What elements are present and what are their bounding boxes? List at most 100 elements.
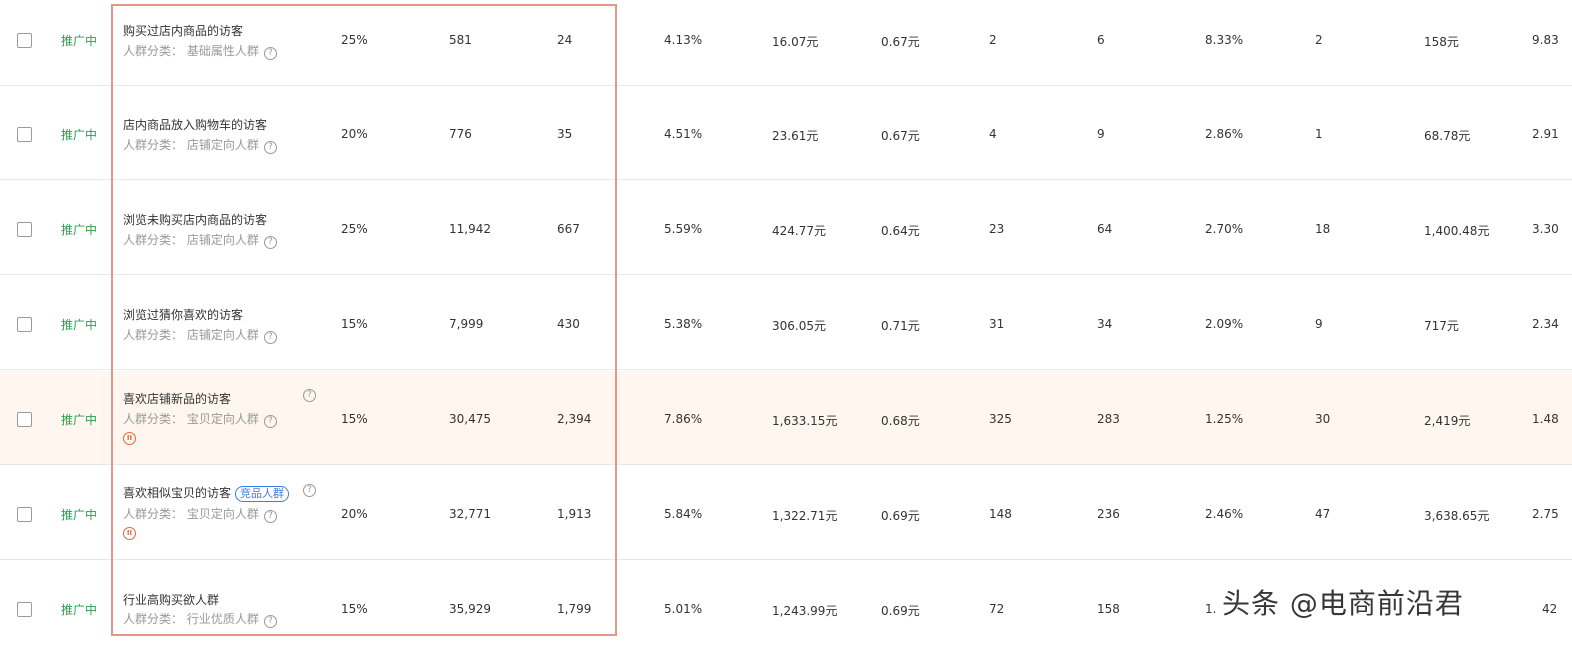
status-label: 推广中 bbox=[61, 128, 98, 142]
metric-cell: 7,999 bbox=[449, 317, 484, 331]
row-checkbox[interactable] bbox=[17, 33, 32, 48]
help-icon[interactable]: ? bbox=[263, 236, 277, 249]
audience-name: 浏览过猜你喜欢的访客 bbox=[123, 308, 244, 322]
competitor-audience-tag: 竞品人群 bbox=[235, 486, 290, 502]
metric-cell: 2 bbox=[989, 33, 997, 47]
premium-cell: 15% bbox=[341, 317, 368, 331]
pause-icon[interactable]: II bbox=[123, 527, 136, 540]
metric-cell: 6 bbox=[1097, 33, 1105, 47]
metric-cell: 2 bbox=[1315, 33, 1323, 47]
metric-cell: 776 bbox=[449, 127, 472, 141]
metric-cell: 4.13% bbox=[664, 33, 703, 47]
metric-cell: 717元 bbox=[1424, 319, 1459, 333]
audience-name: 购买过店内商品的访客 bbox=[123, 24, 244, 38]
audience-name: 喜欢相似宝贝的访客 竞品人群 bbox=[123, 484, 290, 502]
pause-icon[interactable]: II bbox=[123, 432, 136, 445]
metric-cell: 0.69元 bbox=[881, 509, 920, 523]
metric-cell: 5.84% bbox=[664, 507, 703, 521]
audience-name: 行业高购买欲人群 bbox=[123, 593, 220, 607]
row-checkbox[interactable] bbox=[17, 317, 32, 332]
metric-cell: 1 bbox=[1315, 127, 1323, 141]
metric-cell: 424.77元 bbox=[772, 224, 826, 238]
metric-cell: 9.83 bbox=[1532, 33, 1559, 47]
metric-cell: 32,771 bbox=[449, 507, 491, 521]
metric-cell: 24 bbox=[557, 33, 573, 47]
watermark: 头条 @电商前沿君 bbox=[1222, 587, 1464, 620]
table-row: 推广中 行业高购买欲人群 人群分类： 行业优质人群? 15% 35,929 1,… bbox=[0, 561, 1572, 655]
row-checkbox[interactable] bbox=[17, 507, 32, 522]
audience-category: 人群分类： 宝贝定向人群? bbox=[123, 505, 277, 523]
metric-cell: 2.75 bbox=[1532, 507, 1559, 521]
metric-cell: 68.78元 bbox=[1424, 129, 1471, 143]
row-checkbox[interactable] bbox=[17, 127, 32, 142]
metric-cell: 35 bbox=[557, 127, 573, 141]
metric-cell: 2.09% bbox=[1205, 317, 1244, 331]
row-checkbox[interactable] bbox=[17, 602, 32, 617]
status-label: 推广中 bbox=[61, 413, 98, 427]
metric-cell: 1,799 bbox=[557, 602, 592, 616]
metric-cell: 667 bbox=[557, 222, 580, 236]
audience-category: 人群分类： 店铺定向人群? bbox=[123, 231, 277, 249]
premium-cell: 25% bbox=[341, 33, 368, 47]
metric-cell: 0.64元 bbox=[881, 224, 920, 238]
metric-cell: 5.59% bbox=[664, 222, 703, 236]
metric-cell: 7.86% bbox=[664, 412, 703, 426]
premium-cell: 20% bbox=[341, 127, 368, 141]
metric-cell: 2,394 bbox=[557, 412, 592, 426]
premium-cell: 15% bbox=[341, 412, 368, 426]
audience-category: 人群分类： 宝贝定向人群? bbox=[123, 410, 277, 428]
table-row: 推广中 购买过店内商品的访客 人群分类： 基础属性人群? 25% 581 24 … bbox=[0, 0, 1572, 86]
metric-cell: 1,400.48元 bbox=[1424, 224, 1490, 238]
metric-cell: 0.71元 bbox=[881, 319, 920, 333]
metric-cell: 8.33% bbox=[1205, 33, 1244, 47]
metric-cell: 9 bbox=[1315, 317, 1323, 331]
metric-cell: 1,633.15元 bbox=[772, 414, 838, 428]
metric-cell: 72 bbox=[989, 602, 1005, 616]
metric-cell: 2.46% bbox=[1205, 507, 1244, 521]
audience-category: 人群分类： 店铺定向人群? bbox=[123, 326, 277, 344]
row-checkbox[interactable] bbox=[17, 222, 32, 237]
audience-name: 喜欢店铺新品的访客 bbox=[123, 392, 232, 406]
metric-cell: 0.67元 bbox=[881, 35, 920, 49]
metric-cell: 5.01% bbox=[664, 602, 703, 616]
metric-cell: 18 bbox=[1315, 222, 1331, 236]
status-label: 推广中 bbox=[61, 318, 98, 332]
metric-cell: 430 bbox=[557, 317, 580, 331]
metric-cell: 306.05元 bbox=[772, 319, 826, 333]
metric-cell: 34 bbox=[1097, 317, 1113, 331]
metric-cell: 42 bbox=[1542, 602, 1558, 616]
metric-cell: 35,929 bbox=[449, 602, 491, 616]
table-row: 推广中 喜欢店铺新品的访客 ? 人群分类： 宝贝定向人群? II 15% 30,… bbox=[0, 371, 1572, 465]
metric-cell: 0.69元 bbox=[881, 604, 920, 618]
help-icon[interactable]: ? bbox=[263, 331, 277, 344]
metric-cell: 31 bbox=[989, 317, 1005, 331]
metric-cell: 283 bbox=[1097, 412, 1120, 426]
audience-name: 浏览未购买店内商品的访客 bbox=[123, 213, 268, 227]
metric-cell: 9 bbox=[1097, 127, 1105, 141]
metric-cell: 4 bbox=[989, 127, 997, 141]
help-icon[interactable]: ? bbox=[263, 141, 277, 154]
metric-cell: 2.34 bbox=[1532, 317, 1559, 331]
metric-cell: 581 bbox=[449, 33, 472, 47]
metric-cell: 30,475 bbox=[449, 412, 491, 426]
help-icon[interactable]: ? bbox=[263, 510, 277, 523]
table-row: 推广中 喜欢相似宝贝的访客 竞品人群 ? 人群分类： 宝贝定向人群? II 20%… bbox=[0, 466, 1572, 560]
help-icon[interactable]: ? bbox=[263, 415, 277, 428]
help-icon[interactable]: ? bbox=[263, 615, 277, 628]
help-icon[interactable]: ? bbox=[263, 47, 277, 60]
help-icon[interactable]: ? bbox=[303, 389, 316, 402]
audience-category: 人群分类： 基础属性人群? bbox=[123, 42, 277, 60]
metric-cell: 11,942 bbox=[449, 222, 491, 236]
table-row: 推广中 店内商品放入购物车的访客 人群分类： 店铺定向人群? 20% 776 3… bbox=[0, 86, 1572, 180]
metric-cell: 2.91 bbox=[1532, 127, 1559, 141]
metric-cell: 30 bbox=[1315, 412, 1331, 426]
row-checkbox[interactable] bbox=[17, 412, 32, 427]
help-icon[interactable]: ? bbox=[303, 484, 316, 497]
metric-cell: 23.61元 bbox=[772, 129, 819, 143]
metric-cell: 148 bbox=[989, 507, 1012, 521]
table-row: 推广中 浏览未购买店内商品的访客 人群分类： 店铺定向人群? 25% 11,94… bbox=[0, 181, 1572, 275]
premium-cell: 25% bbox=[341, 222, 368, 236]
status-label: 推广中 bbox=[61, 223, 98, 237]
audience-name: 店内商品放入购物车的访客 bbox=[123, 118, 268, 132]
metric-cell: 158 bbox=[1097, 602, 1120, 616]
